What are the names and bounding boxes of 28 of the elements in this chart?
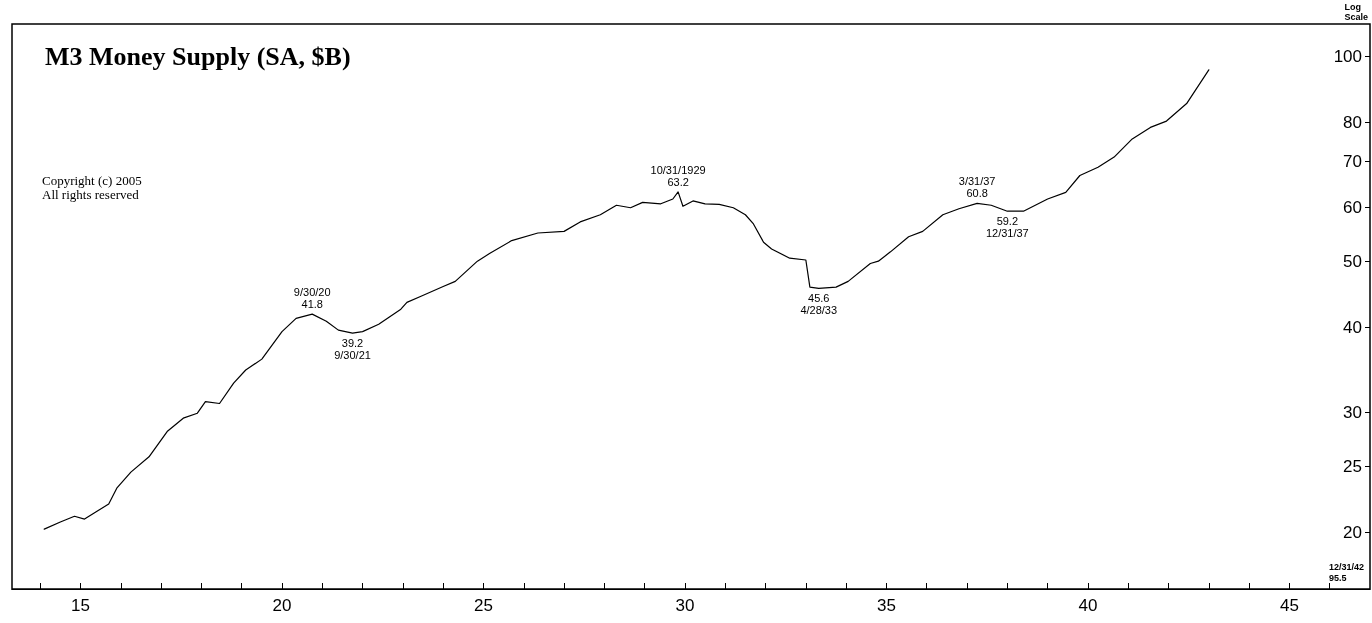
y-tick-label: 50 [1343,251,1362,271]
annotation: 59.2 12/31/37 [985,215,1029,240]
y-tick-label: 20 [1343,522,1362,542]
y-tick-label: 60 [1343,197,1362,217]
x-tick-label: 25 [474,596,493,615]
annotation: 45.6 4/28/33 [800,292,838,317]
y-tick-label: 100 [1333,46,1362,66]
text: M3 Money Supply (SA, $B) [45,41,351,71]
annotation: 12/31/42 95.5 [1328,561,1365,583]
y-tick-label: 30 [1343,402,1362,422]
annotation: 9/30/20 41.8 [293,286,331,311]
x-tick-label: 35 [876,596,896,615]
x-tick-label: 20 [272,596,292,615]
annotation: 10/31/1929 63.2 [650,163,706,188]
y-tick-label: 70 [1343,152,1362,172]
annotation: Copyright (c) 2005 [42,173,142,188]
annotation: 39.2 9/30/21 [334,337,371,362]
x-tick-label: 30 [675,596,695,615]
annotation: 3/31/37 60.8 [958,175,996,200]
y-tick-label: 25 [1343,456,1362,476]
annotation: All rights reserved [42,187,140,202]
x-tick-label: 40 [1078,596,1098,615]
y-tick-label: 40 [1343,317,1362,337]
y-axis-title: Log Scale [1344,2,1369,22]
y-tick-label: 80 [1343,112,1362,132]
line-series [43,69,1210,530]
x-tick-label: 15 [71,596,90,615]
x-tick-label: 45 [1279,596,1299,615]
